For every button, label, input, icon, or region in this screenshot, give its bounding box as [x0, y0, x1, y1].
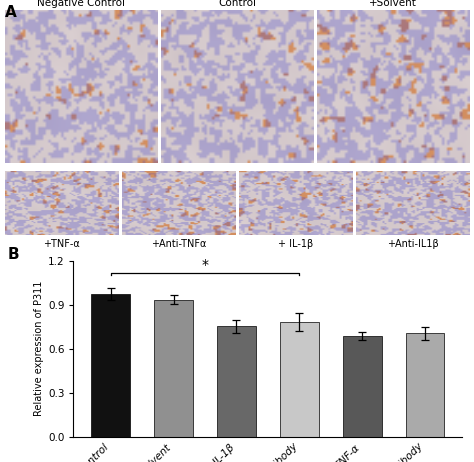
Text: Negative Control: Negative Control: [37, 0, 125, 8]
Text: + IL-1β: + IL-1β: [278, 238, 313, 249]
Bar: [343, 336, 382, 437]
Bar: [91, 294, 130, 437]
Bar: [154, 300, 193, 437]
Y-axis label: Relative expression of P311: Relative expression of P311: [34, 281, 44, 417]
Text: +Anti-IL1β: +Anti-IL1β: [387, 238, 438, 249]
Bar: [217, 326, 256, 437]
Text: +Anti-TNFα: +Anti-TNFα: [151, 238, 206, 249]
Text: +Solvent: +Solvent: [369, 0, 417, 8]
Text: *: *: [201, 258, 209, 272]
Text: B: B: [8, 247, 19, 262]
Text: Control: Control: [218, 0, 256, 8]
Bar: [280, 322, 319, 437]
Text: +TNF-α: +TNF-α: [43, 238, 80, 249]
Text: A: A: [5, 5, 17, 19]
Bar: [405, 334, 445, 437]
